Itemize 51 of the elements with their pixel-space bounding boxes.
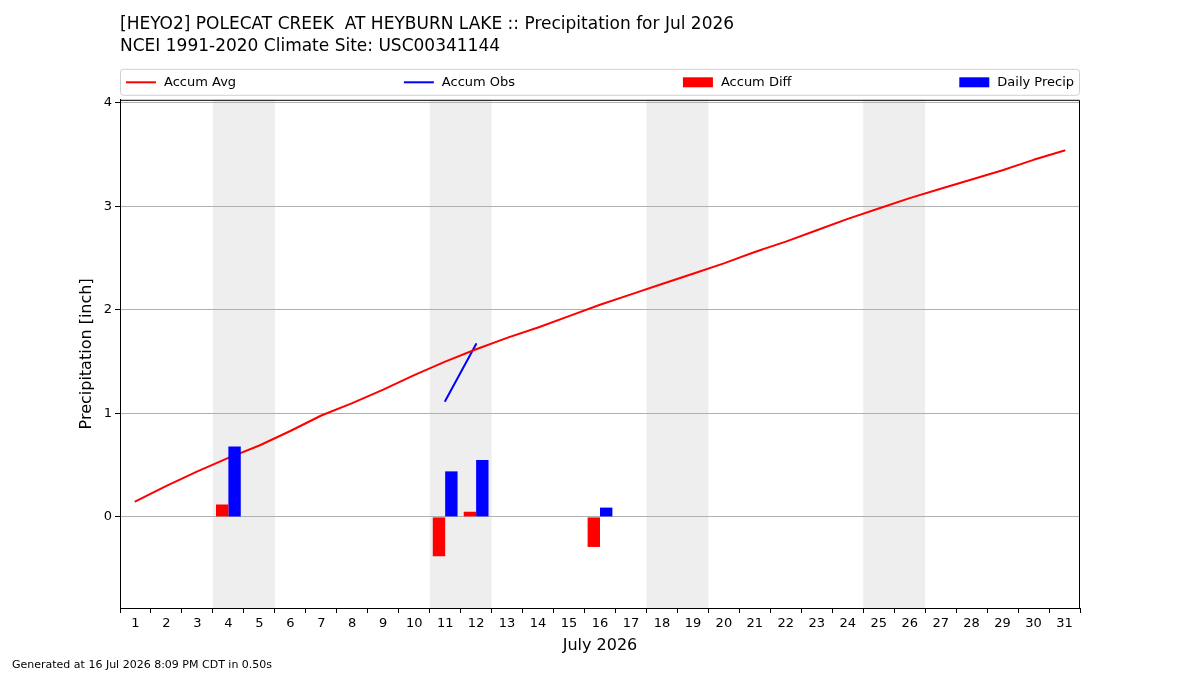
bar [445, 471, 458, 517]
x-tick-label: 19 [684, 615, 702, 631]
text: Generated at 16 Jul 2026 8:09 PM CDT in 0.50s [12, 657, 273, 671]
x-tick-label: 14 [529, 615, 547, 631]
legend-label: Accum Obs [441, 73, 516, 89]
chart-subtitle: NCEI 1991-2020 Climate Site: USC00341144 [120, 35, 501, 56]
x-tick-label: 7 [317, 615, 326, 631]
x-tick-label: 17 [622, 615, 640, 631]
chart-title: [HEYO2] POLECAT CREEK AT HEYBURN LAKE :: Precipitation for Jul 2026 [120, 12, 735, 33]
legend-label: Accum Diff [720, 73, 793, 89]
x-tick-label: 9 [379, 615, 388, 631]
x-tick-label: 15 [560, 615, 578, 631]
bar [432, 517, 446, 557]
y-axis-title: Precipitation [inch] [75, 278, 95, 430]
legend-label: Daily Precip [997, 73, 1075, 89]
x-tick-label: 10 [405, 615, 423, 631]
x-tick-label: 24 [839, 615, 857, 631]
bar [216, 504, 229, 517]
x-tick-label: 29 [994, 615, 1011, 631]
x-tick-label: 5 [255, 615, 264, 631]
legend-label: Accum Avg [164, 73, 237, 89]
y-tick-label: 2 [103, 301, 112, 317]
x-tick-label: 30 [1025, 615, 1042, 631]
x-tick-label: 16 [591, 615, 609, 631]
x-tick-label: 4 [224, 615, 233, 631]
x-tick-label: 22 [777, 615, 795, 631]
x-tick-label: 21 [746, 615, 764, 631]
x-tick-label: 13 [498, 615, 516, 631]
x-tick-label: 6 [286, 615, 295, 631]
x-tick-label: 31 [1056, 615, 1073, 631]
x-tick-label: 8 [348, 615, 357, 631]
bar [476, 459, 489, 517]
x-tick-label: 26 [901, 615, 918, 631]
x-tick-label: 23 [808, 615, 826, 631]
x-tick-label: 11 [436, 615, 454, 631]
x-tick-label: 2 [162, 615, 171, 631]
x-tick-label: 1 [131, 615, 140, 631]
y-tick-label: 3 [103, 197, 112, 213]
x-tick-label: 20 [715, 615, 733, 631]
x-tick-label: 28 [963, 615, 980, 631]
x-tick-label: 25 [870, 615, 887, 631]
x-tick-label: 3 [193, 615, 202, 631]
x-tick-label: 27 [932, 615, 949, 631]
bar [228, 446, 241, 517]
y-tick-label: 4 [103, 94, 112, 110]
y-tick-label: 0 [103, 508, 112, 524]
x-tick-label: 18 [653, 615, 671, 631]
x-axis-title: July 2026 [561, 634, 638, 654]
x-tick-label: 12 [467, 615, 485, 631]
y-tick-label: 1 [103, 404, 112, 420]
bar [587, 517, 600, 547]
